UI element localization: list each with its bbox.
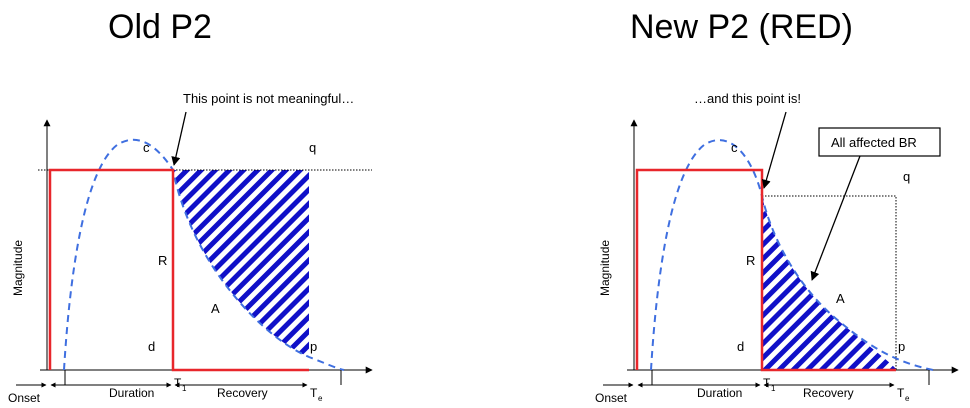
old-label-r: R	[158, 253, 167, 268]
new-blue-dashed-curve	[650, 139, 934, 371]
new-te-sub: e	[905, 394, 910, 403]
old-label-c: c	[143, 140, 150, 155]
new-y-axis-label: Magnitude	[598, 240, 612, 296]
new-label-q: q	[903, 169, 910, 184]
old-p2-title: Old P2	[108, 8, 212, 46]
new-onset-label: Onset	[595, 391, 628, 405]
new-callout-text: …and this point is!	[694, 91, 801, 106]
old-duration-label: Duration	[109, 386, 154, 400]
old-red-line	[48, 168, 309, 372]
old-t1-label: T	[174, 376, 182, 390]
new-duration-label: Duration	[697, 386, 742, 400]
new-label-p: p	[898, 339, 905, 354]
new-callout-arrow	[761, 111, 787, 189]
new-t1-label: T	[763, 376, 771, 390]
old-callout-text: This point is not meaningful…	[183, 91, 354, 106]
new-affected-br-label: All affected BR	[831, 135, 917, 150]
old-te-sub: e	[318, 394, 323, 403]
new-te-label: T	[897, 386, 905, 400]
new-red-line	[635, 168, 896, 372]
new-recovery-label: Recovery	[803, 386, 854, 400]
old-p2-panel: This point is not meaningful… c q R A d …	[8, 91, 373, 405]
new-p2-title: New P2 (RED)	[630, 8, 853, 46]
new-label-c: c	[731, 140, 738, 155]
new-label-a: A	[836, 291, 845, 306]
new-hatched-area	[762, 196, 896, 369]
old-y-axis-label: Magnitude	[11, 240, 25, 296]
old-callout-arrow	[171, 111, 187, 166]
old-label-a: A	[211, 301, 220, 316]
old-recovery-label: Recovery	[217, 386, 268, 400]
old-hatched-area	[173, 170, 309, 357]
old-label-q: q	[309, 140, 316, 155]
old-label-p: p	[310, 339, 317, 354]
new-label-r: R	[746, 253, 755, 268]
new-affected-br-box	[818, 127, 941, 157]
new-p2-panel: …and this point is! All affected BR c q …	[595, 91, 959, 405]
old-onset-label: Onset	[8, 391, 41, 405]
old-blue-dashed-curve	[63, 138, 345, 371]
new-t1-sub: 1	[771, 384, 776, 393]
new-label-d: d	[737, 339, 744, 354]
old-label-d: d	[148, 339, 155, 354]
new-box-arrow	[810, 155, 861, 281]
old-t1-sub: 1	[182, 384, 187, 393]
new-dotted-frame	[762, 195, 897, 370]
old-te-label: T	[310, 386, 318, 400]
